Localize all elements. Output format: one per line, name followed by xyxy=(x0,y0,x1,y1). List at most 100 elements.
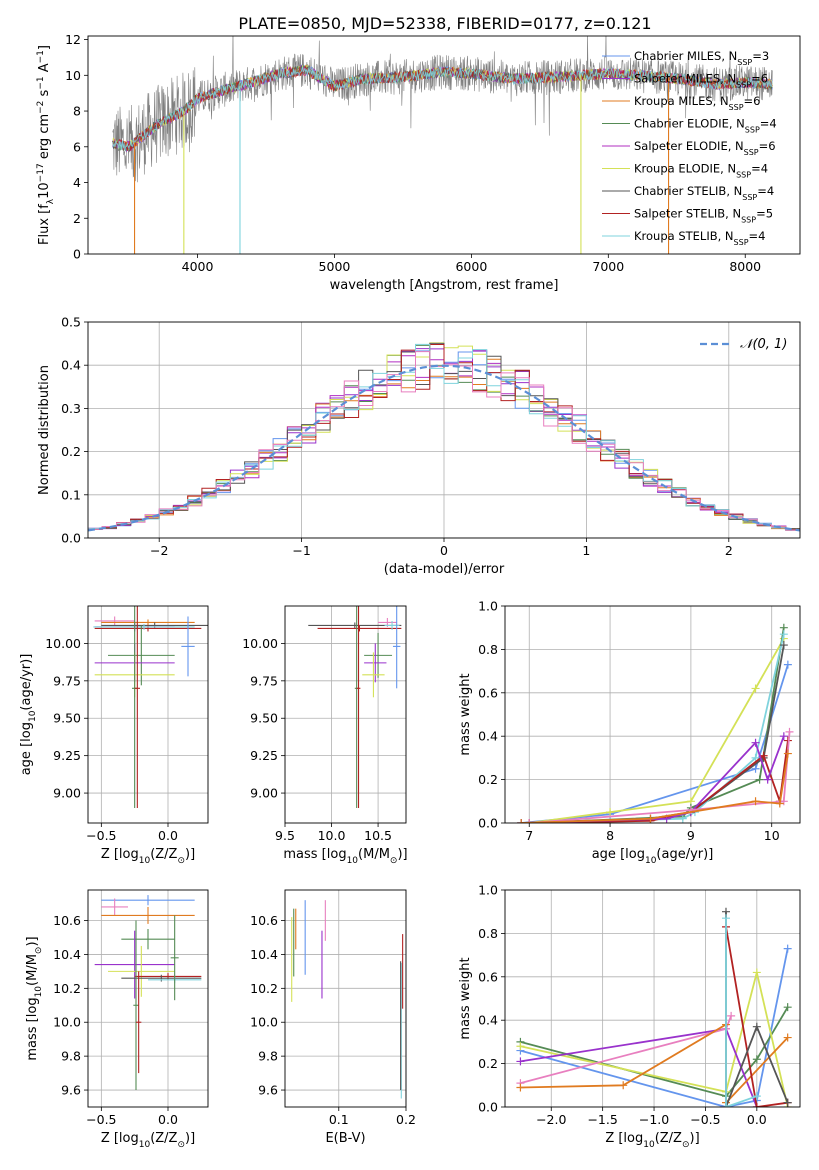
y-axis-label: mass weight xyxy=(458,673,473,755)
x-axis-label-part: 10 xyxy=(139,1140,151,1150)
errorbar-point xyxy=(181,616,195,677)
legend-entry: Kroupa STELIB, NSSP=4 xyxy=(634,229,765,247)
legend-subscript: SSP xyxy=(734,238,749,247)
errorbar-point xyxy=(317,625,402,632)
y-tick-label: 0.8 xyxy=(478,642,498,657)
x-axis-label-part: mass [log xyxy=(283,847,346,862)
plus-marker xyxy=(721,914,730,923)
x-tick-label: −0.5 xyxy=(86,1112,116,1127)
y-tick-label: 9.00 xyxy=(53,786,81,801)
plus-marker xyxy=(516,1083,525,1092)
x-axis-label-part: 10 xyxy=(643,1140,655,1150)
plus-marker xyxy=(646,814,655,823)
plus-marker xyxy=(752,968,761,977)
weight-series-4 xyxy=(521,644,785,823)
y-tick-label: 0.0 xyxy=(478,1100,498,1115)
x-axis-label-part: ⊙ xyxy=(390,856,398,866)
x-tick-label: 10 xyxy=(764,828,780,843)
x-axis-label-part: 10 xyxy=(139,856,151,866)
y-axis-label-part: ] xyxy=(37,45,52,50)
y-tick-label: 9.8 xyxy=(61,1049,81,1064)
x-axis-label: mass [log10(M/M⊙)] xyxy=(283,847,407,866)
plot-area xyxy=(112,36,773,254)
x-tick-label: 8 xyxy=(606,828,614,843)
errorbar-point xyxy=(362,652,385,698)
axes-frame xyxy=(284,889,407,1108)
y-axis-label-part: A xyxy=(37,63,52,76)
y-tick-label: 1.0 xyxy=(478,599,498,614)
mass-vs-metallicity-panel: −0.5 0.09.69.810.010.210.410.6Z [log10(Z/… xyxy=(25,889,209,1150)
y-axis-label-part: mass [log xyxy=(25,997,40,1060)
plus-marker xyxy=(779,797,788,806)
x-axis-label-part: Z [log xyxy=(101,847,139,862)
y-tick-label: 0.4 xyxy=(478,729,498,744)
legend-entry: 𝒩(0, 1) xyxy=(740,337,787,352)
errorbar-point xyxy=(121,974,202,982)
y-tick-label: 9.50 xyxy=(250,711,278,726)
x-tick-label: 10.5 xyxy=(364,828,392,843)
plus-marker xyxy=(783,660,792,669)
y-tick-label: 0.5 xyxy=(61,315,81,330)
legend-label: Kroupa ELODIE, N xyxy=(634,162,736,176)
y-tick-label: 4 xyxy=(73,175,81,190)
mass-vs-reddening-panel: 0.1 0.2 9.6 9.8 10.0 10.2 10.4 10.6 E(B-V) xyxy=(250,889,416,1146)
legend-entry: Chabrier ELODIE, NSSP=4 xyxy=(634,117,777,135)
y-axis-label-part: 10 xyxy=(28,710,38,722)
plus-marker xyxy=(783,944,792,953)
x-axis-label-part: (Z/Z xyxy=(150,1131,177,1146)
legend-suffix: =4 xyxy=(751,162,768,176)
weight-series-2 xyxy=(520,972,789,1107)
plus-marker xyxy=(783,1098,792,1107)
x-axis-label: wavelength [Angstrom, rest frame] xyxy=(330,278,559,293)
legend-subscript: SSP xyxy=(742,193,757,202)
y-tick-label: 0 xyxy=(73,247,81,262)
plus-marker xyxy=(678,814,687,823)
x-axis-label-part: Z [log xyxy=(101,1131,139,1146)
y-axis-label: Normed distribution xyxy=(37,365,52,495)
x-axis-label-part: 10 xyxy=(347,856,359,866)
axes-frame xyxy=(87,35,801,255)
y-tick-label: 0.8 xyxy=(478,926,498,941)
errorbar-point xyxy=(101,895,195,906)
plot-area xyxy=(88,606,208,823)
plus-marker xyxy=(752,1022,761,1031)
legend-label: Salpeter STELIB, N xyxy=(634,207,741,221)
y-axis-label-part: −1 xyxy=(36,50,46,63)
y-axis-label-part: ⊙ xyxy=(34,947,44,955)
weight-series-0 xyxy=(521,664,789,823)
legend-entry: Salpeter ELODIE, NSSP=6 xyxy=(634,139,776,157)
axes-frame xyxy=(504,605,801,824)
errorbar-point xyxy=(94,930,175,999)
y-tick-label: 8 xyxy=(73,104,81,119)
x-axis-label-part: ⊙ xyxy=(682,1140,690,1150)
x-tick-label: 5000 xyxy=(319,259,351,274)
legend-subscript: SSP xyxy=(729,103,744,112)
y-axis-label-part: (M/M xyxy=(25,954,40,986)
x-tick-label: 0 xyxy=(440,543,448,558)
x-axis-label-part: 10 xyxy=(645,856,657,866)
x-tick-label: −0.5 xyxy=(690,1112,720,1127)
errorbar-point xyxy=(101,622,208,629)
plus-marker xyxy=(619,1081,628,1090)
legend-label: Kroupa MILES, N xyxy=(634,94,729,108)
axes-frame xyxy=(87,889,209,1108)
weight-series-0 xyxy=(520,948,789,1107)
errorbar-point xyxy=(170,915,179,1001)
x-tick-label: 7000 xyxy=(592,259,624,274)
y-tick-label: 9.25 xyxy=(53,748,81,763)
age-vs-mass-panel: 9.5 10.0 10.5 9.00 9.25 9.50 9.75 10.00 mass [lo… xyxy=(242,605,408,866)
y-tick-label: 9.8 xyxy=(258,1049,278,1064)
legend-entry: Chabrier STELIB, NSSP=4 xyxy=(634,184,774,202)
plus-marker xyxy=(752,1092,761,1101)
y-tick-label: 0.6 xyxy=(478,685,498,700)
errorbar-point xyxy=(364,643,387,683)
x-axis-label-part: Z [log xyxy=(605,1131,643,1146)
errorbar-point xyxy=(101,898,128,916)
x-tick-label: 7 xyxy=(525,828,533,843)
x-tick-label: −2.0 xyxy=(536,1112,566,1127)
x-axis-label-part: )] xyxy=(690,1131,700,1146)
x-axis-label: (data-model)/error xyxy=(384,562,505,577)
x-axis-label-part: )] xyxy=(397,847,407,862)
